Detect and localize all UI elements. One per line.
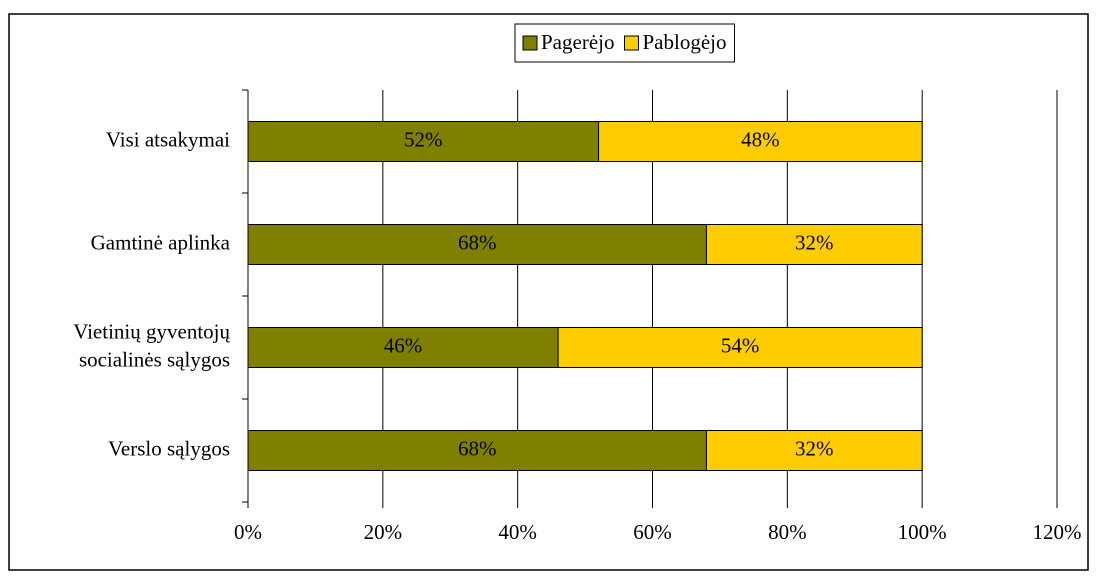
data-label: 54% (721, 333, 760, 357)
bar (557, 327, 923, 368)
x-tick-label: 20% (364, 520, 403, 544)
x-tick-label: 80% (768, 520, 807, 544)
bar (705, 224, 923, 265)
bar (705, 430, 923, 471)
bar (247, 430, 707, 471)
data-label: 46% (384, 333, 423, 357)
legend-swatch (522, 35, 538, 51)
bar (598, 121, 923, 162)
x-tick-label: 40% (498, 520, 537, 544)
legend-swatch (623, 35, 639, 51)
bar (247, 224, 707, 265)
legend-label: Pagerėjo (541, 30, 614, 54)
x-tick-label: 0% (234, 520, 262, 544)
data-label: 68% (458, 230, 497, 254)
data-label: 48% (741, 127, 780, 151)
y-tick-label: Verslo sąlygos (108, 436, 230, 460)
y-tick-label: Visi atsakymai (106, 127, 230, 151)
legend-label: Pablogėjo (642, 30, 726, 54)
data-label: 32% (795, 436, 834, 460)
x-tick-label: 100% (898, 520, 947, 544)
x-tick-label: 120% (1033, 520, 1082, 544)
data-label: 68% (458, 436, 497, 460)
y-tick-label: Gamtinė aplinka (91, 230, 231, 254)
y-tick-label: Vietinių gyventojų socialinės sąlygos (73, 319, 230, 371)
data-label: 52% (404, 127, 443, 151)
bar (247, 121, 600, 162)
data-label: 32% (795, 230, 834, 254)
x-tick-label: 60% (633, 520, 672, 544)
chart-border (8, 13, 1089, 571)
